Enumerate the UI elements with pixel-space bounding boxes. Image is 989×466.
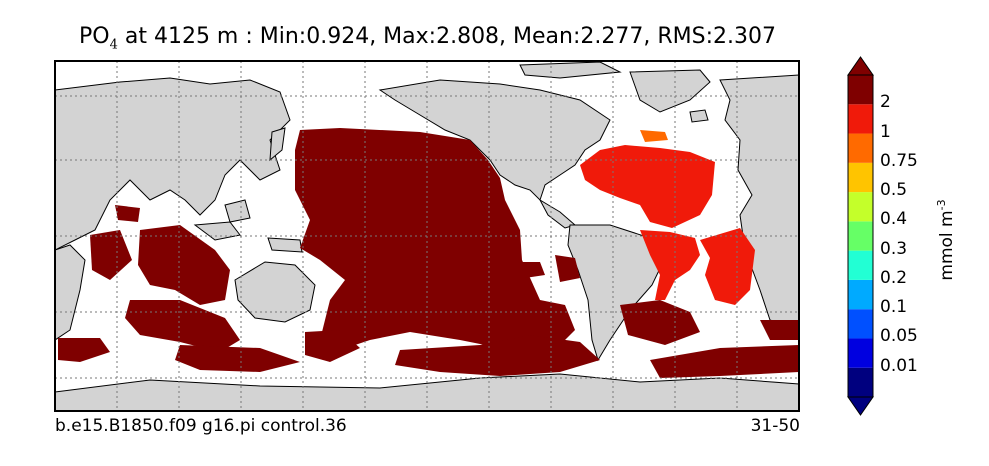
map-title: PO4 at 4125 m : Min:0.924, Max:2.808, Me…: [78, 24, 776, 53]
land-iceland: [689, 109, 709, 123]
colorbar-band: [848, 221, 873, 251]
colorbar-extend-high: [847, 56, 874, 76]
region-mid-atlantic: [640, 230, 700, 300]
colorbar-extend-low: [847, 396, 874, 416]
colorbar-band: [848, 309, 873, 339]
region-labrador: [640, 130, 668, 142]
region-drake: [620, 300, 700, 345]
data-region-dominant: [58, 128, 799, 378]
land-greenland: [629, 69, 711, 113]
land-newguinea: [267, 237, 303, 253]
region-south-atlantic: [700, 228, 755, 305]
region-east-pacific-small: [520, 262, 545, 278]
colorbar-band: [848, 279, 873, 310]
map-plot-area: [55, 61, 799, 411]
land-arctic-islands: [519, 61, 622, 79]
colorbar-band: [848, 162, 873, 193]
region-peru: [555, 255, 580, 282]
colorbar-tick-label: 0.75: [880, 150, 918, 171]
land-europe-africa-right: [719, 74, 799, 331]
region-west-indian: [90, 230, 132, 280]
colorbar-band: [848, 192, 873, 222]
region-east-mediterranean: [760, 320, 799, 340]
colorbar-band: [848, 250, 873, 280]
region-southern-ocean-c: [395, 335, 600, 376]
year-range: 31-50: [750, 416, 800, 436]
colorbar-tick-label: 2: [880, 92, 891, 113]
colorbar-tick-label: 0.5: [880, 180, 908, 201]
colorbar-band: [848, 133, 873, 163]
colorbar-tick-label: 0.2: [880, 267, 908, 288]
region-southern-ocean-b: [305, 330, 360, 362]
colorbar-tick-label: 0.05: [880, 326, 918, 347]
land-japan: [269, 127, 286, 162]
colorbar-tick-label: 0.1: [880, 297, 908, 318]
colorbar-tick-label: 0.3: [880, 238, 908, 259]
land-masses: [55, 61, 799, 411]
colorbar-tick-label: 1: [880, 121, 891, 142]
colorbar-tick-label: 0.4: [880, 209, 908, 230]
land-australia: [234, 261, 316, 323]
land-north-america: [378, 79, 611, 201]
colorbar-band: [848, 338, 873, 368]
colorbar-frame: [847, 74, 874, 398]
region-southern-atlantic-east: [650, 345, 799, 378]
region-south-atlantic-west: [58, 338, 110, 362]
map-frame: [54, 60, 800, 412]
region-indian-ocean: [138, 225, 230, 305]
colorbar-band: [848, 104, 873, 134]
map-graticule: [55, 61, 799, 411]
region-north-atlantic: [580, 145, 715, 228]
data-region-atlantic: [580, 130, 755, 305]
colorbar-unit-label: mmol m-3: [935, 199, 957, 281]
land-indonesia: [193, 221, 241, 241]
region-southern-ocean-a: [175, 345, 300, 372]
land-borneo: [224, 199, 251, 223]
colorbar: [847, 56, 874, 416]
land-africa-left: [55, 244, 86, 341]
case-name: b.e15.B1850.f09 g16.pi control.36: [55, 416, 347, 436]
colorbar-band: [848, 367, 873, 397]
region-arabian: [115, 205, 140, 222]
land-asia-left: [55, 77, 291, 251]
colorbar-band: [848, 75, 873, 105]
region-south-indian: [125, 300, 240, 352]
region-pacific: [295, 128, 575, 350]
colorbar-tick-label: 0.01: [880, 355, 918, 376]
